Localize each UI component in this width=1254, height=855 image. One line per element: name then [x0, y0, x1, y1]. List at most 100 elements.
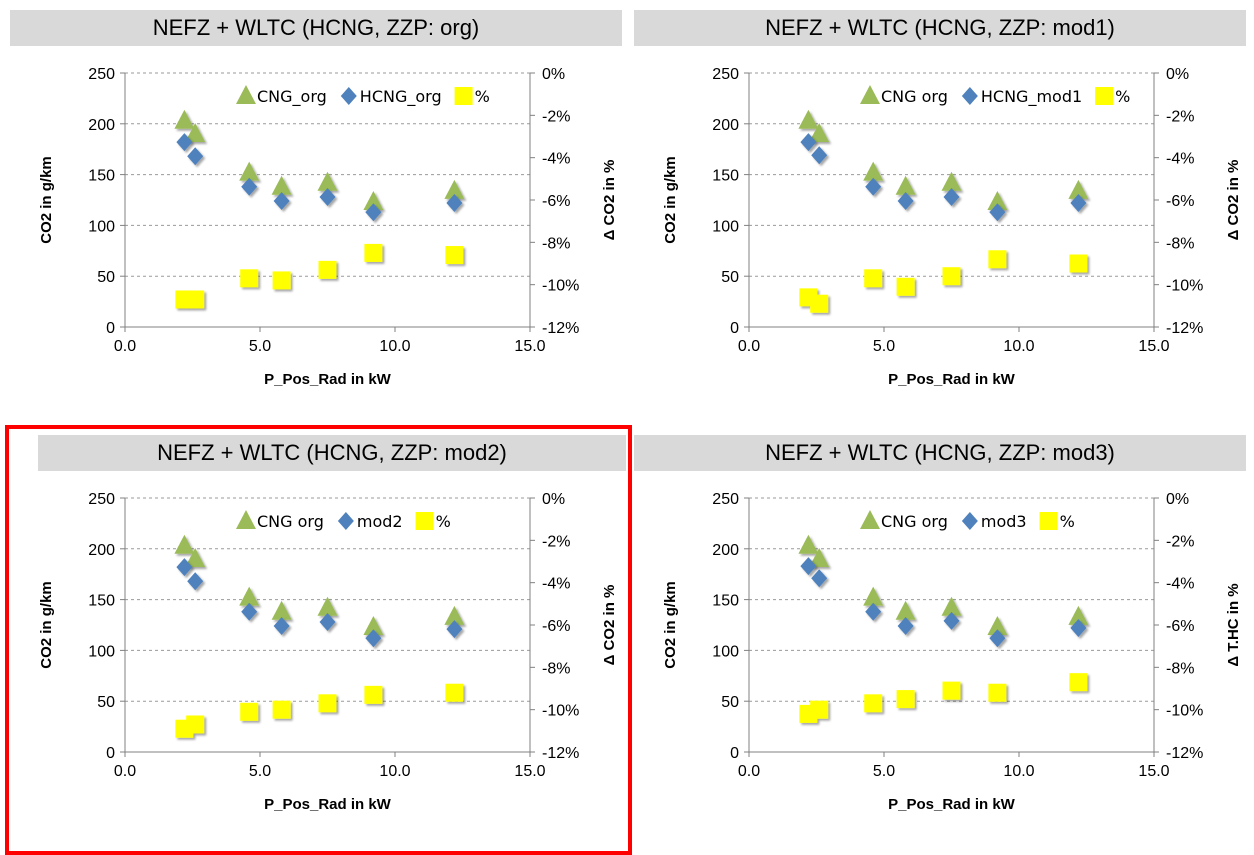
- series-cng-org: [798, 109, 1089, 211]
- y-axis-title: CO2 in g/km: [38, 581, 55, 669]
- legend-label-percent: %: [475, 87, 490, 106]
- point-hcng-org: [446, 194, 463, 213]
- legend-label-mod3: mod3: [981, 512, 1027, 531]
- x-tick-label: 0.0: [114, 338, 136, 355]
- x-tick-label: 0.0: [738, 763, 760, 780]
- point-hcng-mod1: [897, 192, 914, 211]
- point-hcng-org: [176, 133, 193, 152]
- y2-tick-label: -8%: [1166, 235, 1194, 252]
- x-tick-label: 10.0: [379, 338, 410, 355]
- point-percent: [864, 694, 883, 713]
- y2-tick-label: -8%: [542, 235, 570, 252]
- y2-tick-label: -12%: [1166, 745, 1203, 762]
- point-cng-org: [363, 191, 384, 211]
- y-tick-label: 50: [97, 694, 115, 711]
- point-percent: [942, 267, 961, 286]
- y2-tick-label: 0%: [542, 66, 565, 83]
- point-cng-org: [895, 175, 916, 195]
- point-hcng-org: [319, 187, 336, 206]
- y-tick-label: 0: [106, 745, 115, 762]
- point-cng-org: [239, 586, 260, 606]
- chart-panel-mod2: NEFZ + WLTC (HCNG, ZZP: mod2) 0 50 100 150 2…: [10, 435, 626, 845]
- point-percent: [186, 290, 205, 309]
- y-tick-label: 100: [712, 643, 739, 660]
- y2-tick-label: 0%: [542, 491, 565, 508]
- legend-label-cng-org: CNG org: [881, 512, 948, 531]
- y-tick-label: 250: [88, 66, 115, 83]
- series-percent: [799, 673, 1088, 723]
- y-tick-label: 150: [712, 168, 739, 185]
- x-tick-label: 10.0: [1003, 763, 1034, 780]
- point-mod2: [273, 617, 290, 636]
- point-cng-org: [185, 547, 206, 567]
- legend-label-cng-org: CNG org: [257, 512, 324, 531]
- point-cng-org: [363, 616, 384, 636]
- point-hcng-org: [187, 147, 204, 166]
- chart-title: NEFZ + WLTC (HCNG, ZZP: mod2): [38, 435, 626, 471]
- point-cng-org: [941, 596, 962, 616]
- point-cng-org: [271, 600, 292, 620]
- point-percent: [896, 277, 915, 296]
- point-cng-org: [174, 109, 195, 129]
- y-tick-label: 150: [88, 593, 115, 610]
- point-percent: [445, 246, 464, 265]
- series-percent: [175, 683, 464, 738]
- y2-tick-label: -12%: [542, 745, 579, 762]
- y2-tick-label: -6%: [1166, 618, 1194, 635]
- y-tick-label: 0: [730, 745, 739, 762]
- y2-tick-label: -10%: [1166, 278, 1203, 295]
- series-cng-org: [174, 534, 465, 636]
- point-cng-org: [798, 534, 819, 554]
- point-mod3: [800, 557, 817, 576]
- point-percent: [272, 271, 291, 290]
- x-tick-label: 10.0: [379, 763, 410, 780]
- point-hcng-org: [241, 177, 258, 196]
- legend-marker-percent: [1039, 512, 1058, 530]
- legend-marker-mod3: [961, 512, 978, 530]
- series-percent: [799, 250, 1088, 313]
- point-mod2: [446, 620, 463, 639]
- legend-label-hcng-org: HCNG_org: [360, 87, 442, 107]
- legend-label-mod2: mod2: [357, 512, 403, 531]
- y-tick-label: 100: [88, 643, 115, 660]
- y2-tick-label: -4%: [542, 576, 570, 593]
- y2-tick-label: -6%: [1166, 193, 1194, 210]
- y-tick-label: 150: [88, 168, 115, 185]
- legend-marker-percent: [415, 512, 434, 530]
- point-percent: [1069, 254, 1088, 273]
- y-tick-label: 250: [88, 491, 115, 508]
- legend-marker-cng-org: [860, 510, 880, 529]
- y2-tick-label: -2%: [542, 533, 570, 550]
- series-hcng-org: [176, 133, 463, 222]
- point-percent: [364, 243, 383, 262]
- point-mod3: [897, 617, 914, 636]
- chart-title: NEFZ + WLTC (HCNG, ZZP: mod1): [634, 10, 1246, 46]
- x-tick-label: 5.0: [873, 338, 895, 355]
- x-tick-label: 10.0: [1003, 338, 1034, 355]
- point-percent: [240, 702, 259, 721]
- legend-marker-cng-org: [860, 85, 880, 104]
- y-axis-title: CO2 in g/km: [662, 581, 679, 669]
- point-cng-org: [863, 586, 884, 606]
- legend-marker-cng-org: [236, 85, 256, 104]
- y-tick-label: 250: [712, 66, 739, 83]
- x-axis-title: P_Pos_Rad in kW: [264, 371, 392, 388]
- point-percent: [810, 700, 829, 719]
- legend-marker-mod2: [337, 512, 354, 530]
- point-percent: [810, 294, 829, 313]
- x-axis-title: P_Pos_Rad in kW: [888, 371, 1016, 388]
- legend-label-hcng-mod1: HCNG_mod1: [981, 87, 1082, 107]
- y-tick-label: 100: [712, 218, 739, 235]
- y2-tick-label: -10%: [542, 278, 579, 295]
- point-percent: [864, 269, 883, 288]
- x-tick-label: 0.0: [114, 763, 136, 780]
- point-mod2: [365, 629, 382, 648]
- point-mod3: [1070, 619, 1087, 638]
- legend-marker-percent: [454, 87, 473, 105]
- chart-canvas: 0 50 100 150 200 250 0% -2% -4% -6% -8% -10% -12% 0.0…: [662, 491, 1242, 813]
- point-cng-org: [895, 600, 916, 620]
- point-cng-org: [863, 161, 884, 181]
- y2-tick-label: -2%: [542, 108, 570, 125]
- y2-tick-label: -12%: [542, 320, 579, 337]
- series-mod2: [176, 558, 463, 648]
